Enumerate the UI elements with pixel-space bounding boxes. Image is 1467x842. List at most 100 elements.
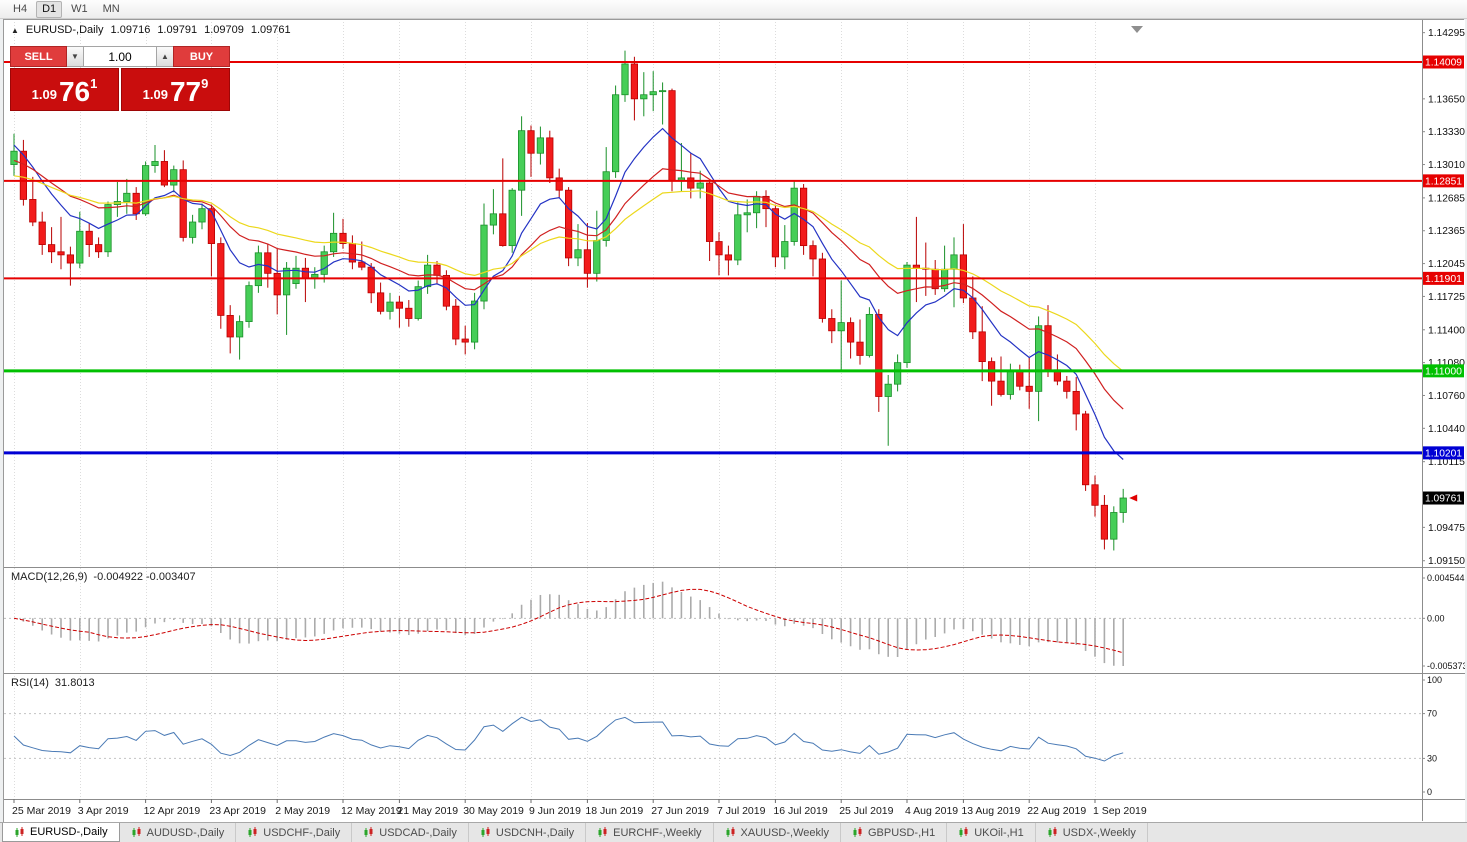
date-axis[interactable]: 25 Mar 2019 3 Apr 2019 12 Apr 2019 23 Apr 2… bbox=[12, 799, 1147, 817]
chart-tab-eurusd-daily[interactable]: EURUSD-,Daily bbox=[2, 823, 120, 842]
chart-tab-label: USDCAD-,Daily bbox=[379, 826, 457, 839]
timeframe-button-H4[interactable]: H4 bbox=[13, 2, 28, 15]
last-price-marker-icon bbox=[1129, 494, 1138, 502]
macd-axis-label: -0.0053730 bbox=[1427, 661, 1465, 671]
macd-name: MACD(12,26,9) bbox=[11, 571, 88, 583]
chart-ohlc-header: ▲ EURUSD-,Daily 1.09716 1.09791 1.09709 … bbox=[11, 24, 291, 36]
buy-button[interactable]: BUY bbox=[173, 46, 230, 67]
price-chart[interactable]: 1.14295 1.13650 1.13330 1.13010 1.12685 1.123… bbox=[4, 20, 1467, 823]
sell-price-pips: 76 bbox=[58, 76, 91, 107]
level-price-tag-label: 1.12851 bbox=[1425, 175, 1462, 187]
level-price-tag-label: 1.11901 bbox=[1425, 273, 1462, 285]
date-tick-label: 12 Apr 2019 bbox=[144, 805, 201, 817]
macd-axis-label: 0.00 bbox=[1427, 613, 1445, 623]
rsi-line bbox=[13, 716, 1124, 762]
price-axis: 1.14295 1.13650 1.13330 1.13010 1.12685 1.123… bbox=[1422, 27, 1465, 567]
sell-button[interactable]: SELL bbox=[10, 46, 67, 67]
timeframe-button-MN[interactable]: MN bbox=[102, 2, 120, 15]
price-tick-label: 1.13010 bbox=[1428, 159, 1465, 171]
date-tick-label: 30 May 2019 bbox=[463, 805, 524, 817]
chart-tab-usdcnh-daily[interactable]: USDCNH-,Daily bbox=[469, 823, 587, 842]
price-tick-label: 1.11400 bbox=[1428, 324, 1465, 336]
collapse-triangle-icon[interactable]: ▲ bbox=[11, 25, 19, 35]
date-tick-label: 13 Aug 2019 bbox=[961, 805, 1020, 817]
chart-tab-icon bbox=[14, 826, 25, 838]
chart-tab-label: USDCHF-,Daily bbox=[263, 826, 341, 839]
chart-shift-marker-icon[interactable] bbox=[1131, 26, 1143, 33]
date-tick-label: 16 Jul 2019 bbox=[773, 805, 827, 817]
date-tick-label: 9 Jun 2019 bbox=[529, 805, 581, 817]
price-tick-label: 1.10760 bbox=[1428, 390, 1465, 402]
volume-decrease-button[interactable]: ▼ bbox=[67, 46, 83, 67]
chart-tab-label: XAUUSD-,Weekly bbox=[740, 826, 829, 839]
macd-signal-line bbox=[13, 588, 1124, 654]
one-click-trading-panel: SELL ▼ ▲ BUY 1.09 76 1 1.09 77 9 bbox=[10, 46, 230, 111]
price-tick-label: 1.12685 bbox=[1428, 192, 1465, 204]
indicator-axes: 0.004544 0.00 -0.0053730 100 70 30 0 bbox=[1422, 573, 1467, 797]
ohlc-close: 1.09761 bbox=[250, 24, 291, 36]
price-tick-label: 1.11725 bbox=[1428, 291, 1465, 303]
chart-tab-usdcad-daily[interactable]: USDCAD-,Daily bbox=[352, 823, 469, 842]
price-tick-label: 1.09150 bbox=[1428, 555, 1465, 567]
chart-symbol-title: EURUSD-,Daily bbox=[25, 24, 104, 36]
chart-background bbox=[4, 20, 1465, 823]
chart-tab-icon bbox=[363, 827, 374, 838]
date-tick-label: 22 Aug 2019 bbox=[1027, 805, 1086, 817]
level-price-tag bbox=[1423, 446, 1464, 460]
chart-tabs-bar: EURUSD-,Daily AUDUSD-,Daily USDCHF-,Daily U… bbox=[0, 822, 1467, 842]
chart-tab-icon bbox=[1047, 827, 1058, 838]
macd-axis-label: 0.004544 bbox=[1427, 573, 1465, 583]
rsi-value: 31.8013 bbox=[54, 677, 95, 689]
date-tick-label: 21 May 2019 bbox=[397, 805, 458, 817]
candlesticks bbox=[10, 50, 1127, 551]
macd-histogram bbox=[22, 581, 1124, 666]
timeframe-button-W1[interactable]: W1 bbox=[71, 2, 88, 15]
chart-tab-xauusd-weekly[interactable]: XAUUSD-,Weekly bbox=[714, 823, 841, 842]
date-tick-label: 2 May 2019 bbox=[275, 805, 330, 817]
volume-increase-button[interactable]: ▲ bbox=[157, 46, 173, 67]
sell-price-base: 1.09 bbox=[31, 87, 57, 102]
macd-values: -0.004922 -0.003407 bbox=[93, 571, 196, 583]
grid-lines bbox=[14, 22, 1096, 799]
rsi-name: RSI(14) bbox=[11, 677, 49, 689]
date-tick-label: 23 Apr 2019 bbox=[209, 805, 266, 817]
volume-input[interactable] bbox=[83, 46, 157, 67]
rsi-axis-label: 100 bbox=[1427, 675, 1442, 685]
buy-price-base: 1.09 bbox=[142, 87, 168, 102]
level-price-tag-label: 1.10201 bbox=[1425, 447, 1462, 459]
chart-tab-label: UKOil-,H1 bbox=[974, 826, 1024, 839]
chart-tab-usdchf-daily[interactable]: USDCHF-,Daily bbox=[236, 823, 353, 842]
buy-price-box[interactable]: 1.09 77 9 bbox=[121, 68, 230, 111]
sell-price-point: 1 bbox=[90, 76, 98, 91]
price-tick-label: 1.12045 bbox=[1428, 258, 1465, 270]
rsi-label: RSI(14) 31.8013 bbox=[11, 677, 101, 689]
price-tick-label: 1.14295 bbox=[1428, 27, 1465, 39]
buy-price-pips: 77 bbox=[169, 76, 202, 107]
chart-tab-ukoil-h1[interactable]: UKOil-,H1 bbox=[947, 823, 1036, 842]
chart-tab-eurchf-weekly[interactable]: EURCHF-,Weekly bbox=[586, 823, 714, 842]
chart-tab-icon bbox=[480, 827, 491, 838]
chart-tab-icon bbox=[597, 827, 608, 838]
level-price-tag-label: 1.14009 bbox=[1425, 57, 1462, 69]
date-tick-label: 25 Jul 2019 bbox=[839, 805, 893, 817]
chart-tab-label: EURUSD-,Daily bbox=[30, 826, 108, 838]
chart-tab-audusd-daily[interactable]: AUDUSD-,Daily bbox=[120, 823, 237, 842]
date-tick-label: 4 Aug 2019 bbox=[905, 805, 958, 817]
chart-tab-label: AUDUSD-,Daily bbox=[146, 826, 225, 839]
level-price-tag bbox=[1423, 271, 1464, 285]
sell-price-box[interactable]: 1.09 76 1 bbox=[10, 68, 119, 111]
ohlc-low: 1.09709 bbox=[204, 24, 244, 36]
timeframe-toolbar: H4 D1 W1 MN bbox=[0, 0, 1467, 19]
chart-tab-usdx-weekly[interactable]: USDX-,Weekly bbox=[1036, 823, 1148, 842]
chart-tab-label: EURCHF-,Weekly bbox=[613, 826, 702, 839]
price-tick-label: 1.13330 bbox=[1428, 126, 1465, 138]
chart-tab-icon bbox=[958, 827, 969, 838]
chart-tab-gbpusd-h1[interactable]: GBPUSD-,H1 bbox=[841, 823, 948, 842]
price-tick-label: 1.13650 bbox=[1428, 93, 1465, 105]
chart-tab-label: USDCNH-,Daily bbox=[495, 826, 575, 839]
timeframe-button-D1[interactable]: D1 bbox=[36, 0, 63, 18]
ohlc-open: 1.09716 bbox=[110, 24, 151, 36]
macd-label: MACD(12,26,9) -0.004922 -0.003407 bbox=[11, 571, 202, 583]
date-tick-label: 27 Jun 2019 bbox=[651, 805, 709, 817]
